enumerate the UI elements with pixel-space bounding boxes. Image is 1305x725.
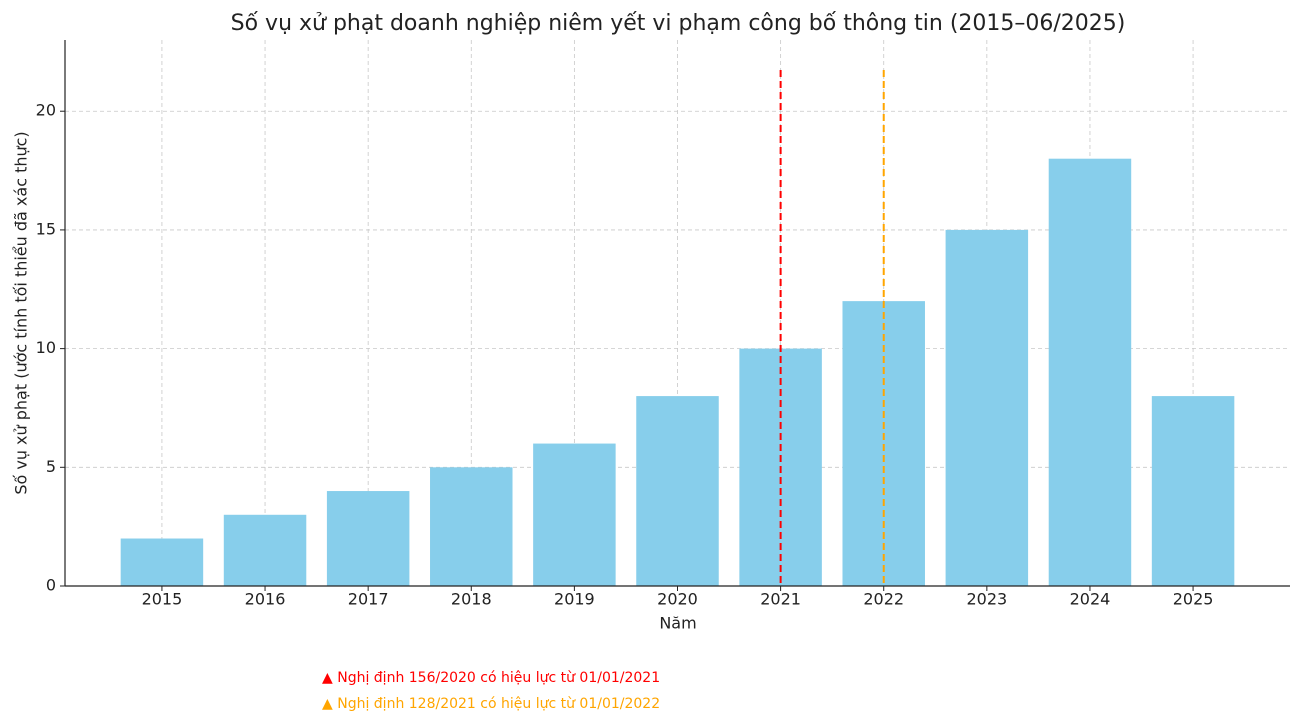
y-tick-label: 10 (36, 338, 56, 357)
x-tick-label: 2023 (966, 590, 1007, 609)
annotation-note: ▲ Nghị định 128/2021 có hiệu lực từ 01/0… (322, 696, 660, 712)
x-axis-label: Năm (659, 614, 696, 633)
bar (430, 467, 513, 586)
bar (1151, 396, 1235, 586)
x-tick-label: 2024 (1070, 590, 1111, 609)
y-axis-label: Số vụ xử phạt (ước tính tối thiểu đã xác… (12, 131, 31, 494)
x-tick-label: 2017 (348, 590, 389, 609)
bar (120, 538, 204, 586)
x-tick-label: 2019 (554, 590, 595, 609)
x-tick-label: 2015 (142, 590, 183, 609)
bar (326, 491, 410, 586)
x-tick-label: 2016 (245, 590, 286, 609)
x-tick-label: 2021 (760, 590, 801, 609)
bar (636, 396, 719, 586)
bar (533, 443, 616, 586)
x-tick-label: 2022 (863, 590, 904, 609)
y-tick-label: 0 (46, 576, 56, 595)
chart-title: Số vụ xử phạt doanh nghiệp niêm yết vi p… (231, 11, 1126, 36)
annotation-note: ▲ Nghị định 156/2020 có hiệu lực từ 01/0… (322, 670, 660, 686)
y-tick-label: 5 (46, 457, 56, 476)
bar (223, 514, 307, 586)
bar (945, 229, 1029, 587)
bar (1048, 158, 1132, 586)
x-tick-label: 2025 (1173, 590, 1214, 609)
y-tick-label: 20 (36, 101, 56, 120)
x-tick-label: 2018 (451, 590, 492, 609)
x-tick-label: 2020 (657, 590, 698, 609)
y-tick-label: 15 (36, 219, 56, 238)
